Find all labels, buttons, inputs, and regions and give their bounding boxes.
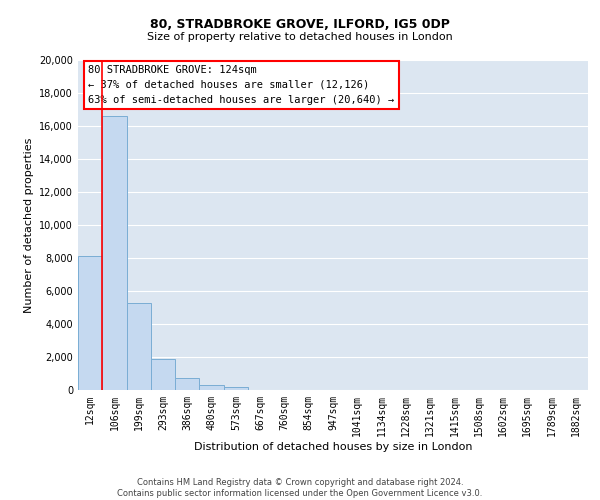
Bar xyxy=(151,360,175,390)
Text: 80, STRADBROKE GROVE, ILFORD, IG5 0DP: 80, STRADBROKE GROVE, ILFORD, IG5 0DP xyxy=(150,18,450,30)
Bar xyxy=(175,378,199,390)
Text: Contains HM Land Registry data © Crown copyright and database right 2024.
Contai: Contains HM Land Registry data © Crown c… xyxy=(118,478,482,498)
Bar xyxy=(224,387,248,390)
Bar xyxy=(199,386,224,390)
Bar xyxy=(102,116,127,390)
Bar xyxy=(78,256,102,390)
Text: 80 STRADBROKE GROVE: 124sqm
← 37% of detached houses are smaller (12,126)
63% of: 80 STRADBROKE GROVE: 124sqm ← 37% of det… xyxy=(88,65,394,104)
X-axis label: Distribution of detached houses by size in London: Distribution of detached houses by size … xyxy=(194,442,472,452)
Y-axis label: Number of detached properties: Number of detached properties xyxy=(24,138,34,312)
Bar xyxy=(127,302,151,390)
Text: Size of property relative to detached houses in London: Size of property relative to detached ho… xyxy=(147,32,453,42)
